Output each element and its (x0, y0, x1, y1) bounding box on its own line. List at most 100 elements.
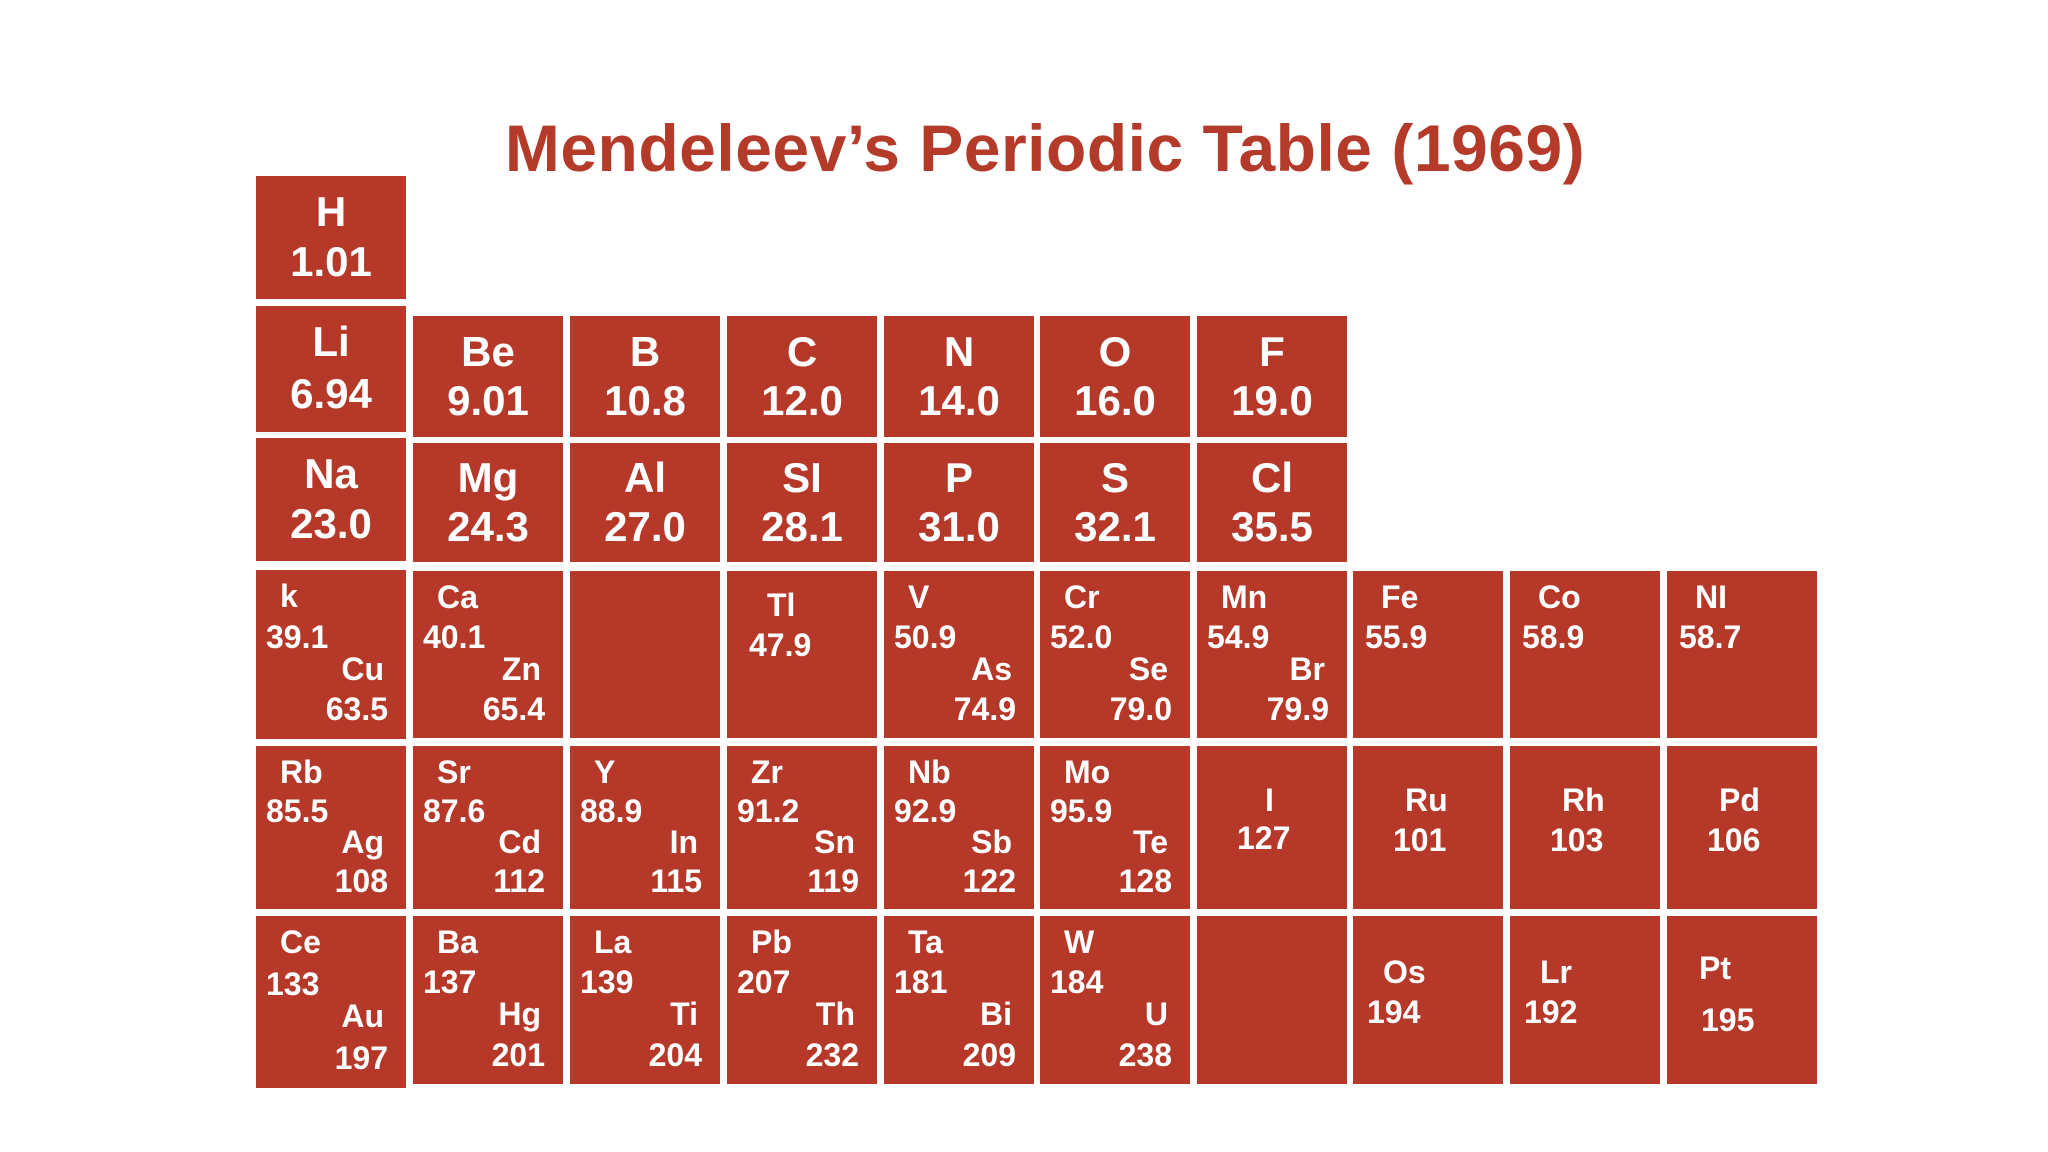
atomic-mass: 16.0 (1074, 377, 1156, 424)
element-cell-ni: NI 58.7 (1667, 571, 1817, 738)
element-cell-pt: Pt 195 (1667, 916, 1817, 1084)
element-symbol-secondary: Hg (498, 996, 541, 1032)
element-symbol: Co (1538, 579, 1581, 615)
element-symbol: Fe (1381, 579, 1419, 615)
atomic-mass: 103 (1550, 822, 1604, 858)
element-cell-cr: Cr 52.0 Se 79.0 (1040, 571, 1190, 738)
element-cell-w: W 184 U 238 (1040, 916, 1190, 1084)
atomic-mass: 192 (1524, 994, 1578, 1030)
element-symbol: I (1265, 782, 1274, 818)
atomic-mass: 55.9 (1365, 619, 1428, 655)
element-symbol: Al (624, 454, 666, 501)
atomic-mass: 35.5 (1231, 503, 1313, 550)
element-symbol: N (943, 328, 975, 375)
element-cell-h: H 1.01 (256, 176, 406, 299)
element-symbol: B (629, 328, 661, 375)
atomic-mass: 52.0 (1050, 619, 1113, 655)
element-cell-cl: Cl 35.5 (1197, 443, 1347, 562)
element-symbol: Li (312, 318, 350, 365)
element-symbol: Pb (751, 924, 792, 960)
element-symbol-secondary: Te (1133, 824, 1168, 860)
atomic-mass: 91.2 (737, 793, 800, 829)
element-cell-empty (570, 571, 720, 738)
element-symbol: Mo (1064, 754, 1111, 790)
element-cell-c: C 12.0 (727, 316, 877, 437)
element-symbol: Mn (1221, 579, 1268, 615)
element-symbol: Ta (908, 924, 943, 960)
element-symbol: La (594, 924, 632, 960)
element-cell-ce: Ce 133 Au 197 (256, 916, 406, 1088)
element-symbol: Cr (1064, 579, 1100, 615)
element-cell-ba: Ba 137 Hg 201 (413, 916, 563, 1084)
atomic-mass-secondary: 108 (334, 863, 388, 899)
element-cell-s: S 32.1 (1040, 443, 1190, 562)
atomic-mass: 181 (894, 964, 948, 1000)
element-symbol: Rh (1562, 782, 1605, 818)
atomic-mass: 137 (423, 964, 477, 1000)
element-symbol: Pd (1719, 782, 1760, 818)
element-cell-y: Y 88.9 In 115 (570, 746, 720, 909)
element-cell-li: Li 6.94 (256, 306, 406, 432)
element-cell-la: La 139 Ti 204 (570, 916, 720, 1084)
element-symbol: O (1098, 328, 1132, 375)
atomic-mass-secondary: 201 (491, 1037, 545, 1073)
element-cell-pd: Pd 106 (1667, 746, 1817, 909)
atomic-mass-secondary: 238 (1118, 1037, 1172, 1073)
element-symbol: Ce (280, 924, 321, 960)
atomic-mass: 85.5 (266, 793, 329, 829)
element-cell-zr: Zr 91.2 Sn 119 (727, 746, 877, 909)
element-symbol: Lr (1540, 954, 1572, 990)
element-symbol: Be (461, 328, 515, 375)
element-symbol-secondary: Sn (814, 824, 855, 860)
atomic-mass-secondary: 74.9 (953, 691, 1016, 727)
atomic-mass: 31.0 (918, 503, 1000, 550)
atomic-mass: 32.1 (1074, 503, 1156, 550)
atomic-mass: 47.9 (749, 627, 812, 663)
atomic-mass: 58.9 (1522, 619, 1585, 655)
atomic-mass-secondary: 79.9 (1266, 691, 1329, 727)
element-cell-i: I 127 (1197, 746, 1347, 909)
atomic-mass: 40.1 (423, 619, 486, 655)
atomic-mass: 207 (737, 964, 791, 1000)
element-cell-mo: Mo 95.9 Te 128 (1040, 746, 1190, 909)
element-cell-rh: Rh 103 (1510, 746, 1660, 909)
element-symbol: V (908, 579, 930, 615)
element-symbol: P (944, 454, 973, 501)
atomic-mass-secondary: 65.4 (482, 691, 545, 727)
element-symbol: Ca (437, 579, 478, 615)
element-symbol-secondary: As (971, 651, 1012, 687)
atomic-mass: 39.1 (266, 619, 329, 655)
atomic-mass: 92.9 (894, 793, 957, 829)
atomic-mass: 106 (1707, 822, 1761, 858)
element-symbol: k (280, 578, 298, 614)
atomic-mass-secondary: 79.0 (1109, 691, 1172, 727)
element-cell-ta: Ta 181 Bi 209 (884, 916, 1034, 1084)
atomic-mass: 87.6 (423, 793, 486, 829)
atomic-mass: 133 (266, 966, 320, 1002)
atomic-mass: 12.0 (761, 377, 843, 424)
element-cell-rb: Rb 85.5 Ag 108 (256, 746, 406, 909)
element-cell-ru: Ru 101 (1353, 746, 1503, 909)
atomic-mass: 27.0 (604, 503, 686, 550)
atomic-mass: 24.3 (447, 503, 529, 550)
element-symbol: Pt (1699, 950, 1731, 986)
element-symbol-secondary: Bi (980, 996, 1012, 1032)
element-symbol-secondary: Th (815, 996, 855, 1032)
element-symbol-secondary: Ag (341, 824, 384, 860)
element-symbol: W (1064, 924, 1095, 960)
atomic-mass: 6.94 (290, 370, 372, 417)
element-symbol: Nb (908, 754, 951, 790)
element-symbol-secondary: Se (1128, 651, 1168, 687)
element-cell-empty (1197, 916, 1347, 1084)
element-symbol-secondary: Cu (341, 651, 384, 687)
atomic-mass: 19.0 (1231, 377, 1313, 424)
element-cell-lr: Lr 192 (1510, 916, 1660, 1084)
atomic-mass-secondary: 204 (648, 1037, 702, 1073)
element-symbol: Ru (1405, 782, 1448, 818)
element-symbol: Na (304, 450, 358, 497)
atomic-mass: 95.9 (1050, 793, 1113, 829)
atomic-mass-secondary: 115 (650, 863, 702, 899)
atomic-mass: 101 (1393, 822, 1447, 858)
atomic-mass: 14.0 (918, 377, 1000, 424)
element-symbol-secondary: Cd (498, 824, 541, 860)
